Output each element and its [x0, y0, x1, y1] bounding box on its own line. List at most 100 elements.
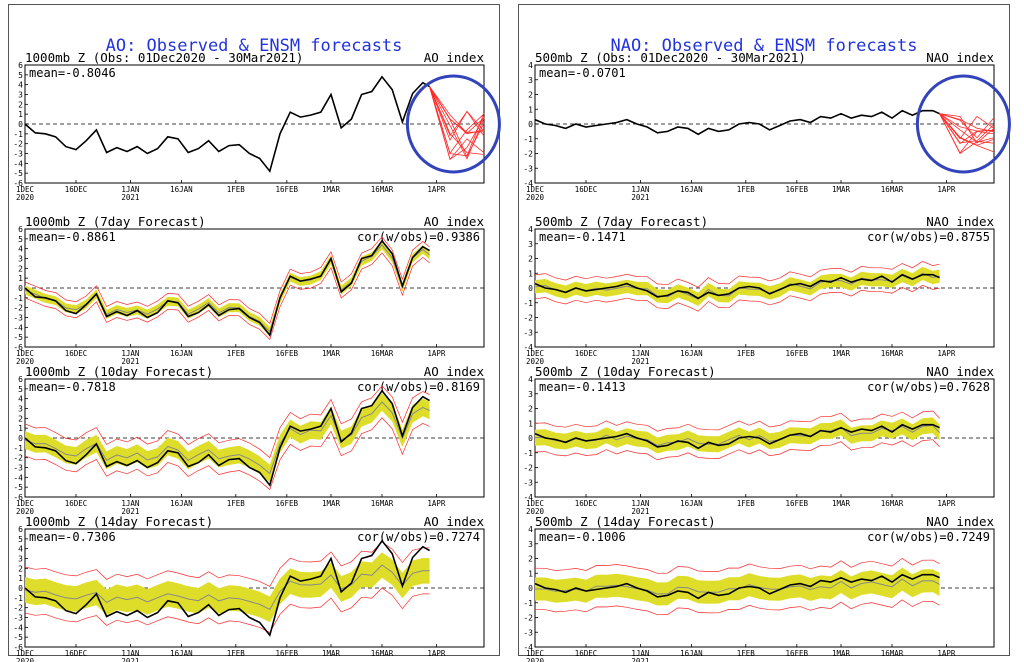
x-tick-label: 1FEB — [737, 499, 756, 508]
x-tick-label: 1FEB — [737, 185, 756, 194]
x-tick-year: 2020 — [526, 357, 545, 366]
ao-figure-title: AO: Observed & ENSM forecasts — [105, 36, 403, 56]
cor-label: cor(w/obs)=0.8755 — [867, 230, 990, 244]
y-tick-label: 5 — [18, 71, 23, 80]
y-tick-label: 1 — [18, 110, 23, 119]
x-tick-year: 2021 — [121, 193, 139, 202]
y-tick-label: 0 — [528, 434, 533, 443]
x-tick-label: 16JAN — [680, 185, 703, 194]
x-tick-label: 16DEC — [575, 185, 598, 194]
y-tick-label: -5 — [13, 169, 23, 178]
envelope-lower-line — [24, 252, 430, 341]
panel-index-label: NAO index — [926, 50, 994, 65]
x-tick-year: 2020 — [526, 507, 545, 516]
spread-band — [535, 567, 940, 606]
panel-2: 1000mb Z (10day Forecast) AO index-6-5-4-… — [13, 364, 485, 516]
y-tick-label: 3 — [18, 255, 23, 264]
forecast-member-line — [939, 113, 995, 140]
panel-label: 1000mb Z (10day Forecast) — [25, 364, 213, 379]
panel-1: 1000mb Z (7day Forecast) AO index -6-5-4-3… — [13, 214, 485, 366]
y-tick-label: 2 — [528, 555, 533, 564]
forecast-member-line — [429, 86, 485, 157]
y-tick-label: 2 — [18, 564, 23, 573]
x-tick-label: 1DEC — [526, 649, 544, 658]
x-tick-label: 16JAN — [680, 499, 703, 508]
x-tick-label: 16JAN — [170, 185, 193, 194]
y-tick-label: 5 — [18, 235, 23, 244]
x-tick-year: 2020 — [16, 657, 35, 662]
y-tick-label: -2 — [523, 150, 533, 159]
x-tick-label: 1DEC — [526, 185, 544, 194]
spread-band — [25, 552, 430, 623]
panel-index-label: NAO index — [926, 364, 994, 379]
x-tick-label: 1APR — [427, 185, 446, 194]
x-tick-label: 16FEB — [276, 499, 299, 508]
x-tick-label: 1MAR — [322, 349, 341, 358]
envelope-upper-line — [24, 541, 430, 587]
y-tick-label: -4 — [523, 343, 533, 352]
mean-label: mean=-0.8046 — [29, 66, 116, 80]
mean-label: mean=-0.8861 — [29, 230, 116, 244]
y-tick-label: -2 — [13, 304, 23, 313]
x-tick-year: 2021 — [121, 507, 139, 516]
x-tick-label: 16DEC — [575, 499, 598, 508]
y-tick-label: -3 — [13, 464, 23, 473]
highlight-circle — [405, 74, 501, 174]
x-tick-label: 16FEB — [276, 185, 299, 194]
y-tick-label: -3 — [13, 314, 23, 323]
envelope-upper-line — [24, 236, 430, 325]
nao-figure-title: NAO: Observed & ENSM forecasts — [610, 36, 918, 56]
y-tick-label: -4 — [13, 623, 23, 632]
x-tick-label: 16MAR — [371, 349, 394, 358]
plot-frame — [24, 64, 485, 184]
x-tick-label: 16JAN — [680, 349, 703, 358]
y-tick-label: 4 — [18, 245, 23, 254]
forecast-member-line — [939, 113, 995, 144]
x-tick-label: 1JAN — [631, 499, 649, 508]
y-tick-label: -4 — [523, 493, 533, 502]
y-tick-label: 0 — [528, 120, 533, 129]
x-tick-label: 1JAN — [631, 349, 649, 358]
forecast-member-line — [429, 86, 485, 160]
x-tick-label: 1DEC — [16, 499, 34, 508]
y-tick-label: -3 — [13, 614, 23, 623]
panel-label: 1000mb Z (7day Forecast) — [25, 214, 206, 229]
y-tick-label: 1 — [528, 569, 533, 578]
forecast-member-line — [429, 86, 485, 135]
cor-label: cor(w/obs)=0.8169 — [357, 380, 480, 394]
y-tick-label: 5 — [18, 385, 23, 394]
x-tick-year: 2021 — [631, 357, 649, 366]
x-tick-label: 16MAR — [881, 349, 904, 358]
cor-label: cor(w/obs)=0.9386 — [357, 230, 480, 244]
panel-index-label: AO index — [424, 214, 485, 229]
y-tick-label: 3 — [18, 91, 23, 100]
x-tick-label: 1FEB — [737, 649, 756, 658]
x-tick-year: 2021 — [631, 657, 649, 662]
y-tick-label: 3 — [528, 540, 533, 549]
y-tick-label: 2 — [528, 255, 533, 264]
x-tick-label: 1JAN — [121, 649, 139, 658]
panel-3: 500mb Z (14day Forecast) NAO index -4 -3 -2 -… — [523, 514, 995, 662]
panel-label: 500mb Z (Obs: 01Dec2020 - 30Mar2021) — [535, 50, 806, 65]
y-tick-label: -3 — [523, 628, 533, 637]
panel-index-label: NAO index — [926, 514, 994, 529]
y-tick-label: -2 — [13, 454, 23, 463]
y-tick-label: -2 — [523, 614, 533, 623]
ao-figure: AO: Observed & ENSM forecasts 1000mb Z (… — [8, 4, 501, 662]
x-tick-label: 1JAN — [121, 185, 139, 194]
x-tick-label: 1FEB — [737, 349, 756, 358]
mean-label: mean=-0.7306 — [29, 530, 116, 544]
x-tick-label: 16MAR — [881, 649, 904, 658]
y-tick-label: -4 — [13, 323, 23, 332]
ao-panels: 1000mb Z (Obs: 01Dec2020 - 30Mar2021) AO … — [13, 50, 501, 662]
y-tick-label: -2 — [13, 604, 23, 613]
x-tick-label: 1APR — [937, 649, 956, 658]
y-tick-label: -1 — [523, 599, 533, 608]
y-tick-label: -3 — [523, 478, 533, 487]
panel-index-label: NAO index — [926, 214, 994, 229]
x-tick-label: 1MAR — [832, 349, 851, 358]
x-tick-label: 1JAN — [121, 349, 139, 358]
mean-label: mean=-0.7818 — [29, 380, 116, 394]
x-tick-year: 2020 — [16, 357, 35, 366]
y-tick-label: 6 — [18, 525, 23, 534]
